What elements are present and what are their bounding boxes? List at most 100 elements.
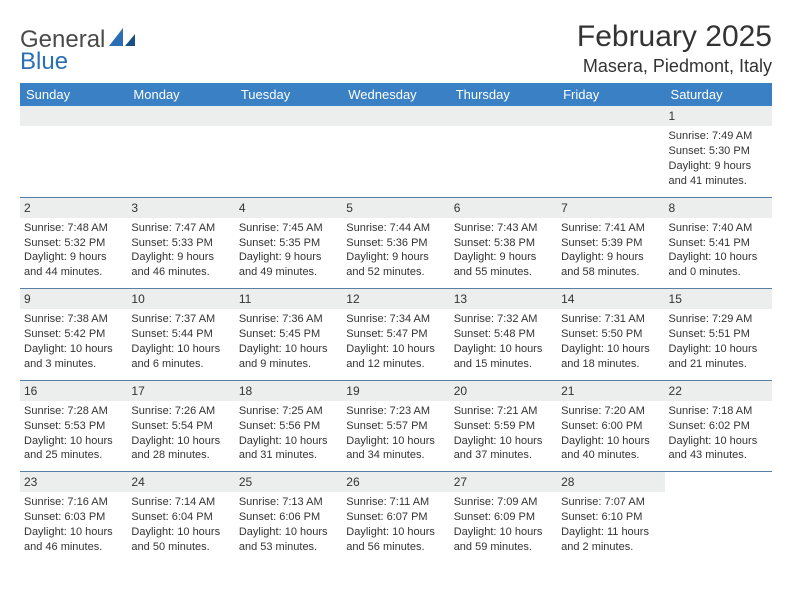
weekday-header: SundayMondayTuesdayWednesdayThursdayFrid…	[20, 83, 772, 106]
week-row: 9Sunrise: 7:38 AMSunset: 5:42 PMDaylight…	[20, 289, 772, 381]
day-cell: 27Sunrise: 7:09 AMSunset: 6:09 PMDayligh…	[450, 472, 557, 563]
header: General February 2025 Masera, Piedmont, …	[20, 20, 772, 77]
sunrise-text: Sunrise: 7:38 AM	[24, 312, 123, 327]
sunrise-text: Sunrise: 7:21 AM	[454, 404, 553, 419]
day-cell: 7Sunrise: 7:41 AMSunset: 5:39 PMDaylight…	[557, 197, 664, 289]
daylight-text: Daylight: 10 hours and 15 minutes.	[454, 342, 553, 372]
sunrise-text: Sunrise: 7:44 AM	[346, 221, 445, 236]
day-number: 22	[665, 381, 772, 401]
sunrise-text: Sunrise: 7:43 AM	[454, 221, 553, 236]
daylight-text: Daylight: 10 hours and 56 minutes.	[346, 525, 445, 555]
day-number: 18	[235, 381, 342, 401]
day-number: 5	[342, 198, 449, 218]
week-row: 1Sunrise: 7:49 AMSunset: 5:30 PMDaylight…	[20, 106, 772, 197]
month-title: February 2025	[577, 20, 772, 54]
sunset-text: Sunset: 5:44 PM	[131, 327, 230, 342]
day-cell: 11 Sunrise: 7:36 AMSunset: 5:45 PMDayligh…	[235, 289, 342, 381]
day-number: 17	[127, 381, 234, 401]
week-row: 23Sunrise: 7:16 AMSunset: 6:03 PMDayligh…	[20, 472, 772, 563]
day-number: 23	[20, 472, 127, 492]
day-cell: 10Sunrise: 7:37 AMSunset: 5:44 PMDayligh…	[127, 289, 234, 381]
day-number: 8	[665, 198, 772, 218]
day-cell: 24Sunrise: 7:14 AMSunset: 6:04 PMDayligh…	[127, 472, 234, 563]
day-cell: 19Sunrise: 7:23 AMSunset: 5:57 PMDayligh…	[342, 380, 449, 472]
sunrise-text: Sunrise: 7:20 AM	[561, 404, 660, 419]
daylight-text: Daylight: 9 hours and 58 minutes.	[561, 250, 660, 280]
sunset-text: Sunset: 5:45 PM	[239, 327, 338, 342]
daylight-text: Daylight: 9 hours and 49 minutes.	[239, 250, 338, 280]
empty-cell	[665, 472, 772, 563]
empty-cell	[342, 106, 449, 197]
sunrise-text: Sunrise: 7:31 AM	[561, 312, 660, 327]
weekday-saturday: Saturday	[665, 83, 772, 106]
sunset-text: Sunset: 6:02 PM	[669, 419, 768, 434]
day-cell: 4Sunrise: 7:45 AMSunset: 5:35 PMDaylight…	[235, 197, 342, 289]
empty-cell	[127, 106, 234, 197]
daylight-text: Daylight: 10 hours and 46 minutes.	[24, 525, 123, 555]
day-number: 3	[127, 198, 234, 218]
daylight-text: Daylight: 11 hours and 2 minutes.	[561, 525, 660, 555]
daylight-text: Daylight: 10 hours and 12 minutes.	[346, 342, 445, 372]
day-cell: 25Sunrise: 7:13 AMSunset: 6:06 PMDayligh…	[235, 472, 342, 563]
week-row: 2Sunrise: 7:48 AMSunset: 5:32 PMDaylight…	[20, 197, 772, 289]
day-cell: 8Sunrise: 7:40 AMSunset: 5:41 PMDaylight…	[665, 197, 772, 289]
day-number: 2	[20, 198, 127, 218]
sunset-text: Sunset: 5:50 PM	[561, 327, 660, 342]
day-cell: 22Sunrise: 7:18 AMSunset: 6:02 PMDayligh…	[665, 380, 772, 472]
sunrise-text: Sunrise: 7:28 AM	[24, 404, 123, 419]
day-number: 14	[557, 289, 664, 309]
sunrise-text: Sunrise: 7:47 AM	[131, 221, 230, 236]
day-number: 28	[557, 472, 664, 492]
sunset-text: Sunset: 5:48 PM	[454, 327, 553, 342]
day-cell: 20Sunrise: 7:21 AMSunset: 5:59 PMDayligh…	[450, 380, 557, 472]
sunset-text: Sunset: 6:03 PM	[24, 510, 123, 525]
sunset-text: Sunset: 5:39 PM	[561, 236, 660, 251]
sunrise-text: Sunrise: 7:45 AM	[239, 221, 338, 236]
day-number: 7	[557, 198, 664, 218]
day-cell: 15Sunrise: 7:29 AMSunset: 5:51 PMDayligh…	[665, 289, 772, 381]
daylight-text: Daylight: 10 hours and 21 minutes.	[669, 342, 768, 372]
sunrise-text: Sunrise: 7:29 AM	[669, 312, 768, 327]
sunrise-text: Sunrise: 7:07 AM	[561, 495, 660, 510]
sunset-text: Sunset: 5:35 PM	[239, 236, 338, 251]
day-number: 15	[665, 289, 772, 309]
day-number: 9	[20, 289, 127, 309]
day-number: 11	[235, 289, 342, 309]
day-number: 13	[450, 289, 557, 309]
sunset-text: Sunset: 5:30 PM	[669, 144, 768, 159]
brand-part2: Blue	[20, 48, 68, 76]
day-number: 16	[20, 381, 127, 401]
daylight-text: Daylight: 10 hours and 0 minutes.	[669, 250, 768, 280]
daylight-text: Daylight: 10 hours and 59 minutes.	[454, 525, 553, 555]
daylight-text: Daylight: 10 hours and 3 minutes.	[24, 342, 123, 372]
sunset-text: Sunset: 5:56 PM	[239, 419, 338, 434]
day-cell: 3Sunrise: 7:47 AMSunset: 5:33 PMDaylight…	[127, 197, 234, 289]
daylight-text: Daylight: 10 hours and 43 minutes.	[669, 434, 768, 464]
calendar-table: SundayMondayTuesdayWednesdayThursdayFrid…	[20, 83, 772, 563]
daylight-text: Daylight: 10 hours and 9 minutes.	[239, 342, 338, 372]
day-number: 1	[665, 106, 772, 126]
sunrise-text: Sunrise: 7:09 AM	[454, 495, 553, 510]
sunrise-text: Sunrise: 7:36 AM	[239, 312, 338, 327]
sunrise-text: Sunrise: 7:34 AM	[346, 312, 445, 327]
day-cell: 17Sunrise: 7:26 AMSunset: 5:54 PMDayligh…	[127, 380, 234, 472]
sunset-text: Sunset: 5:57 PM	[346, 419, 445, 434]
day-cell: 12Sunrise: 7:34 AMSunset: 5:47 PMDayligh…	[342, 289, 449, 381]
day-cell: 6Sunrise: 7:43 AMSunset: 5:38 PMDaylight…	[450, 197, 557, 289]
sunset-text: Sunset: 6:07 PM	[346, 510, 445, 525]
sunset-text: Sunset: 5:38 PM	[454, 236, 553, 251]
sunset-text: Sunset: 5:42 PM	[24, 327, 123, 342]
day-cell: 5Sunrise: 7:44 AMSunset: 5:36 PMDaylight…	[342, 197, 449, 289]
daylight-text: Daylight: 10 hours and 18 minutes.	[561, 342, 660, 372]
logo-sail-icon	[109, 28, 137, 48]
empty-cell	[20, 106, 127, 197]
daylight-text: Daylight: 10 hours and 25 minutes.	[24, 434, 123, 464]
weekday-thursday: Thursday	[450, 83, 557, 106]
title-block: February 2025 Masera, Piedmont, Italy	[577, 20, 772, 77]
day-number: 20	[450, 381, 557, 401]
sunset-text: Sunset: 5:59 PM	[454, 419, 553, 434]
sunset-text: Sunset: 5:54 PM	[131, 419, 230, 434]
daylight-text: Daylight: 10 hours and 53 minutes.	[239, 525, 338, 555]
day-cell: 23Sunrise: 7:16 AMSunset: 6:03 PMDayligh…	[20, 472, 127, 563]
day-number: 12	[342, 289, 449, 309]
